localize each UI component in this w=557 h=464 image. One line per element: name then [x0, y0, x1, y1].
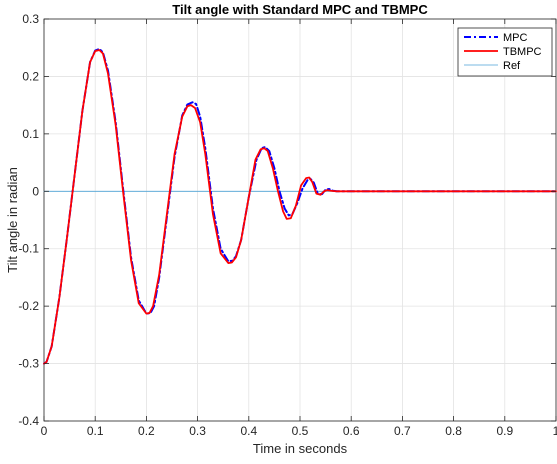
legend-label-mpc: MPC	[503, 32, 528, 44]
x-tick-label: 0.7	[394, 424, 411, 438]
x-tick-label: 1	[553, 424, 557, 438]
legend-label-ref: Ref	[503, 60, 521, 72]
x-tick-label: 0.6	[343, 424, 360, 438]
y-tick-label: -0.4	[18, 414, 39, 428]
chart-title: Tilt angle with Standard MPC and TBMPC	[172, 2, 428, 17]
legend-label-tbmpc: TBMPC	[503, 46, 542, 58]
y-tick-label: 0.3	[22, 12, 39, 26]
legend-box	[457, 27, 553, 77]
series-layer	[43, 47, 557, 365]
x-tick-label: 0	[41, 424, 48, 438]
y-tick-label: 0.2	[22, 69, 39, 83]
x-tick-label: 0.8	[445, 424, 462, 438]
x-axis-label: Time in seconds	[253, 441, 348, 456]
x-tick-label: 0.9	[496, 424, 513, 438]
y-tick-label: -0.1	[18, 242, 39, 256]
x-tick-label: 0.3	[189, 424, 206, 438]
y-axis-label: Tilt angle in radian	[5, 167, 20, 273]
y-tick-label: 0.1	[22, 127, 39, 141]
legend: MPC TBMPC Ref	[457, 27, 553, 77]
series-line-tbmpc	[43, 49, 557, 365]
y-tick-label: -0.3	[18, 357, 39, 371]
x-tick-label: 0.5	[292, 424, 309, 438]
y-tick-label: -0.2	[18, 299, 39, 313]
grid	[43, 18, 557, 422]
x-tick-label: 0.1	[87, 424, 104, 438]
tick-layer: 0 0.1 0.2 0.3 0.4 0.5 0.6 0.7 0.8 0.9 1 -0.4 -0.3 -0.…	[18, 12, 557, 438]
y-tick-label: 0	[32, 184, 39, 198]
x-tick-label: 0.4	[240, 424, 257, 438]
x-tick-label: 0.2	[138, 424, 155, 438]
